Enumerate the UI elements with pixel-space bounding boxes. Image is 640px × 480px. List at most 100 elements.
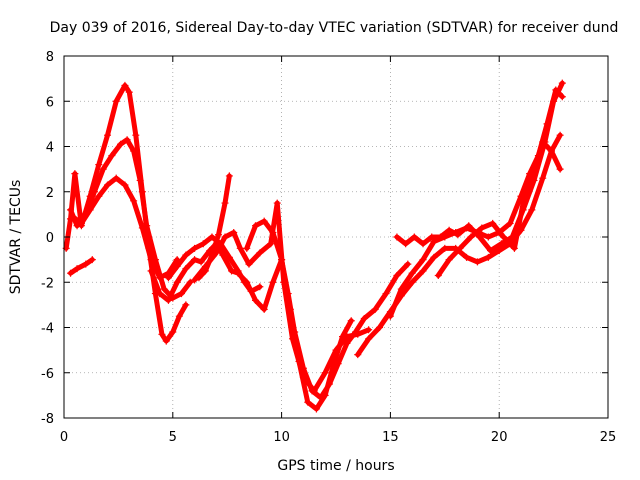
- data-point: [317, 394, 325, 402]
- data-point: [156, 290, 164, 298]
- data-point: [221, 199, 229, 207]
- data-point: [236, 244, 244, 252]
- data-point: [463, 253, 471, 261]
- data-point: [556, 165, 564, 173]
- data-point: [269, 228, 277, 236]
- series-track-f: [191, 199, 373, 395]
- data-point: [191, 256, 199, 264]
- data-point: [86, 206, 94, 214]
- data-point: [436, 233, 444, 241]
- data-point: [217, 240, 225, 248]
- data-point: [408, 269, 416, 277]
- data-point: [186, 278, 194, 286]
- data-point: [284, 290, 292, 298]
- data-point: [312, 405, 320, 413]
- y-axis-label: SDTVAR / TECUs: [8, 180, 24, 295]
- data-point: [221, 233, 229, 241]
- data-point: [408, 278, 416, 286]
- y-tick-label: -2: [41, 276, 54, 291]
- x-tick-label: 20: [491, 430, 508, 445]
- data-point: [162, 337, 170, 345]
- data-point: [245, 260, 253, 268]
- data-point: [225, 253, 233, 261]
- data-point: [88, 256, 96, 264]
- series-track-a: [62, 81, 190, 345]
- data-point: [108, 152, 116, 160]
- data-point: [77, 219, 85, 227]
- data-point: [147, 267, 155, 275]
- data-point: [484, 233, 492, 241]
- data-point: [419, 256, 427, 264]
- data-point: [208, 251, 216, 259]
- data-point: [510, 244, 518, 252]
- series-trace: [394, 80, 565, 254]
- data-point: [332, 346, 340, 354]
- data-point: [547, 147, 555, 155]
- data-point: [550, 97, 558, 105]
- data-point: [365, 326, 373, 334]
- data-point: [410, 233, 418, 241]
- data-point: [530, 165, 538, 173]
- data-point: [334, 360, 342, 368]
- data-point: [558, 79, 566, 87]
- data-point: [199, 240, 207, 248]
- data-point: [241, 278, 249, 286]
- data-point: [160, 285, 168, 293]
- data-point: [112, 97, 120, 105]
- data-point: [260, 305, 268, 313]
- data-point: [197, 258, 205, 266]
- data-point: [182, 301, 190, 309]
- data-point: [558, 93, 566, 101]
- data-point: [486, 247, 494, 255]
- data-point: [386, 312, 394, 320]
- data-point: [354, 351, 362, 359]
- data-point: [304, 398, 312, 406]
- data-point: [347, 317, 355, 325]
- data-point: [467, 233, 475, 241]
- data-point: [465, 222, 473, 230]
- data-point: [497, 240, 505, 248]
- data-point: [69, 213, 77, 221]
- data-point: [445, 256, 453, 264]
- data-point: [243, 244, 251, 252]
- data-point: [528, 206, 536, 214]
- data-point: [506, 219, 514, 227]
- y-tick-label: 2: [46, 186, 54, 201]
- data-point: [67, 206, 75, 214]
- series-trace: [165, 234, 263, 294]
- series-trace: [68, 257, 95, 276]
- plot-area: [62, 79, 566, 413]
- data-point: [173, 278, 181, 286]
- data-point: [478, 224, 486, 232]
- data-point: [182, 265, 190, 273]
- x-tick-label: 15: [382, 430, 399, 445]
- data-point: [147, 256, 155, 264]
- data-point: [71, 170, 79, 178]
- data-point: [476, 233, 484, 241]
- data-point: [99, 165, 107, 173]
- data-point: [208, 233, 216, 241]
- data-point: [325, 380, 333, 388]
- data-point: [393, 233, 401, 241]
- data-point: [308, 387, 316, 395]
- data-point: [82, 260, 90, 268]
- data-point: [376, 324, 384, 331]
- series-track-d: [67, 256, 96, 277]
- data-point: [158, 330, 166, 338]
- data-point: [430, 253, 438, 261]
- x-tick-label: 10: [273, 430, 290, 445]
- data-point: [73, 222, 81, 230]
- data-point: [143, 222, 151, 230]
- series-track-m: [434, 138, 564, 279]
- data-point: [256, 283, 264, 291]
- data-point: [393, 271, 401, 279]
- data-point: [121, 81, 129, 89]
- data-point: [371, 305, 379, 313]
- y-tick-label: 6: [46, 95, 54, 110]
- data-point: [175, 312, 183, 320]
- data-point: [419, 240, 427, 248]
- data-point: [225, 172, 233, 180]
- data-point: [360, 314, 368, 322]
- series-trace: [148, 241, 354, 412]
